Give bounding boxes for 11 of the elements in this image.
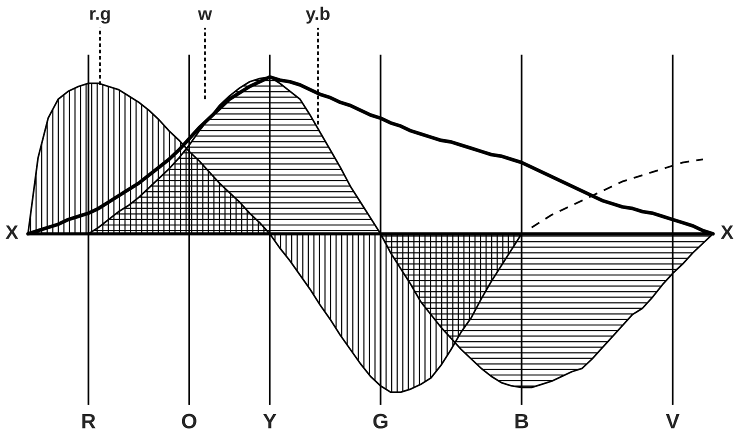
x-tick-label: B xyxy=(515,414,528,428)
text: X xyxy=(720,225,734,239)
x-tick-label: G xyxy=(373,414,388,429)
x-tick-label: Y xyxy=(263,414,276,428)
x-tick-label: R xyxy=(82,414,96,428)
text: y.b xyxy=(306,6,330,24)
x-tick-label: O xyxy=(182,414,196,429)
text: r.g xyxy=(90,10,110,24)
text: X xyxy=(6,225,18,239)
x-tick-label: V xyxy=(666,414,680,428)
text: w xyxy=(198,10,212,20)
